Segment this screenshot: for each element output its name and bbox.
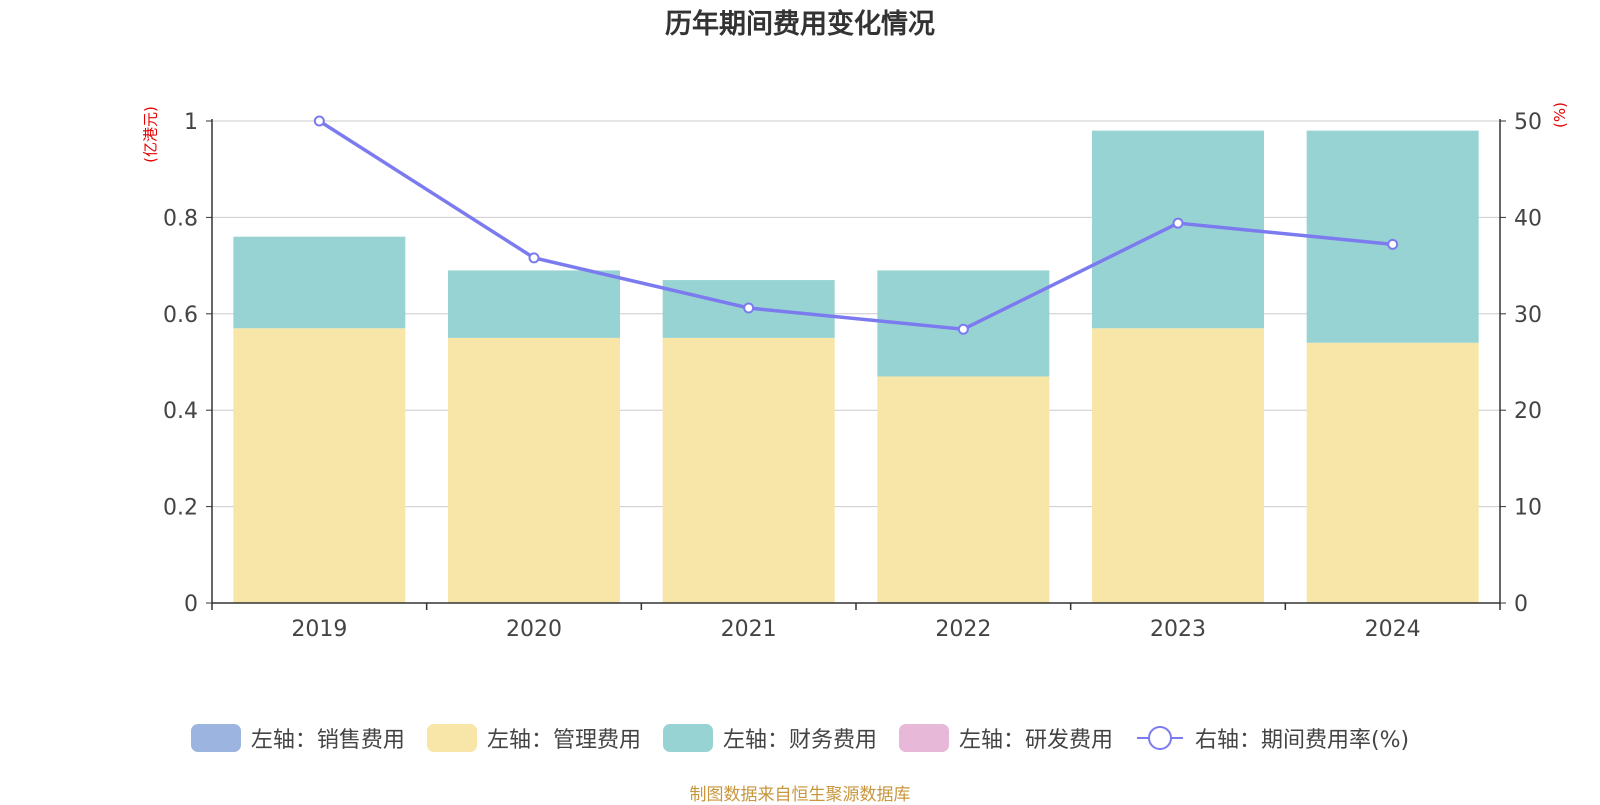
right-axis-tick-label: 0 [1514,592,1528,617]
right-axis-tick-label: 20 [1514,399,1542,424]
bar-finance-expense [233,236,406,329]
rate-point [957,323,969,335]
left-axis-tick-label: 0 [184,592,198,617]
rate-line [318,119,1393,332]
legend-label: 右轴：期间费用率(%) [1194,728,1410,753]
rate-point [313,115,325,127]
rate-point [743,302,755,314]
bar-admin-expense [1306,342,1479,603]
x-axis-tick-label: 2019 [291,617,347,642]
legend-item[interactable]: 左轴：管理费用 [426,722,641,754]
rate-point [1387,238,1399,250]
x-axis-tick-label: 2024 [1365,617,1421,642]
legend-label: 左轴：研发费用 [958,728,1113,753]
left-axis-tick-label: 0.6 [163,303,198,328]
legend-swatch [662,724,713,752]
right-axis-tick-label: 50 [1514,110,1542,135]
x-axis-tick-label: 2023 [1150,617,1206,642]
legend-item[interactable]: 左轴：财务费用 [662,722,877,754]
legend-swatch [190,724,241,752]
bar-admin-expense [448,337,620,603]
legend-label: 左轴：销售费用 [250,728,405,753]
legend-swatch [898,724,949,752]
legend-item[interactable]: 左轴：研发费用 [898,722,1113,754]
left-axis-tick-label: 0.2 [163,496,198,521]
legend-line-swatch [1135,724,1185,752]
rate-point [528,252,540,264]
chart-legend: 左轴：销售费用 左轴：管理费用 左轴：财务费用 左轴：研发费用 右轴：期间费用率(%) [0,722,1600,754]
right-axis-tick-label: 40 [1514,206,1542,231]
data-source-note: 制图数据来自恒生聚源数据库 [689,785,911,805]
rate-point [1172,217,1184,229]
legend-label: 左轴：管理费用 [486,728,641,753]
left-axis-tick-label: 0.4 [163,399,198,424]
bar-admin-expense [662,337,835,603]
right-axis-tick-label: 30 [1514,303,1542,328]
bar-admin-expense [877,376,1050,603]
right-axis-tick-label: 10 [1514,496,1542,521]
chart-title: 历年期间费用变化情况 [665,9,935,40]
x-axis-tick-label: 2021 [721,617,777,642]
legend-label: 左轴：财务费用 [722,728,877,753]
left-axis-tick-label: 1 [184,110,198,135]
legend-item[interactable]: 左轴：销售费用 [190,722,405,754]
bar-finance-expense [1306,130,1479,343]
bar-admin-expense [233,328,406,603]
bar-finance-expense [448,270,620,338]
legend-item[interactable]: 右轴：期间费用率(%) [1135,722,1409,754]
legend-swatch [426,724,477,752]
left-axis-tick-label: 0.8 [163,206,198,231]
x-axis-tick-label: 2020 [506,617,562,642]
bar-admin-expense [1092,328,1264,603]
x-axis-tick-label: 2022 [935,617,991,642]
